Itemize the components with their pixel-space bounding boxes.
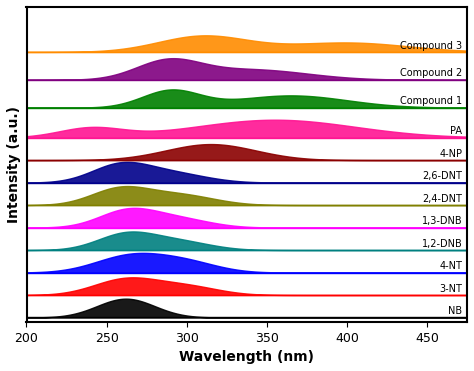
Text: 2,6-DNT: 2,6-DNT <box>422 171 462 181</box>
Text: PA: PA <box>450 126 462 136</box>
Text: NB: NB <box>448 306 462 316</box>
Text: 2,4-DNT: 2,4-DNT <box>422 194 462 204</box>
Text: Compound 3: Compound 3 <box>400 41 462 50</box>
Text: Compound 2: Compound 2 <box>400 69 462 79</box>
Text: Compound 1: Compound 1 <box>400 96 462 106</box>
Y-axis label: Intensity (a.u.): Intensity (a.u.) <box>7 106 21 223</box>
Text: 4-NP: 4-NP <box>439 149 462 159</box>
Text: 1,2-DNB: 1,2-DNB <box>421 239 462 249</box>
Text: 3-NT: 3-NT <box>439 284 462 294</box>
Text: 4-NT: 4-NT <box>439 261 462 271</box>
X-axis label: Wavelength (nm): Wavelength (nm) <box>179 350 314 364</box>
Text: 1,3-DNB: 1,3-DNB <box>422 216 462 226</box>
